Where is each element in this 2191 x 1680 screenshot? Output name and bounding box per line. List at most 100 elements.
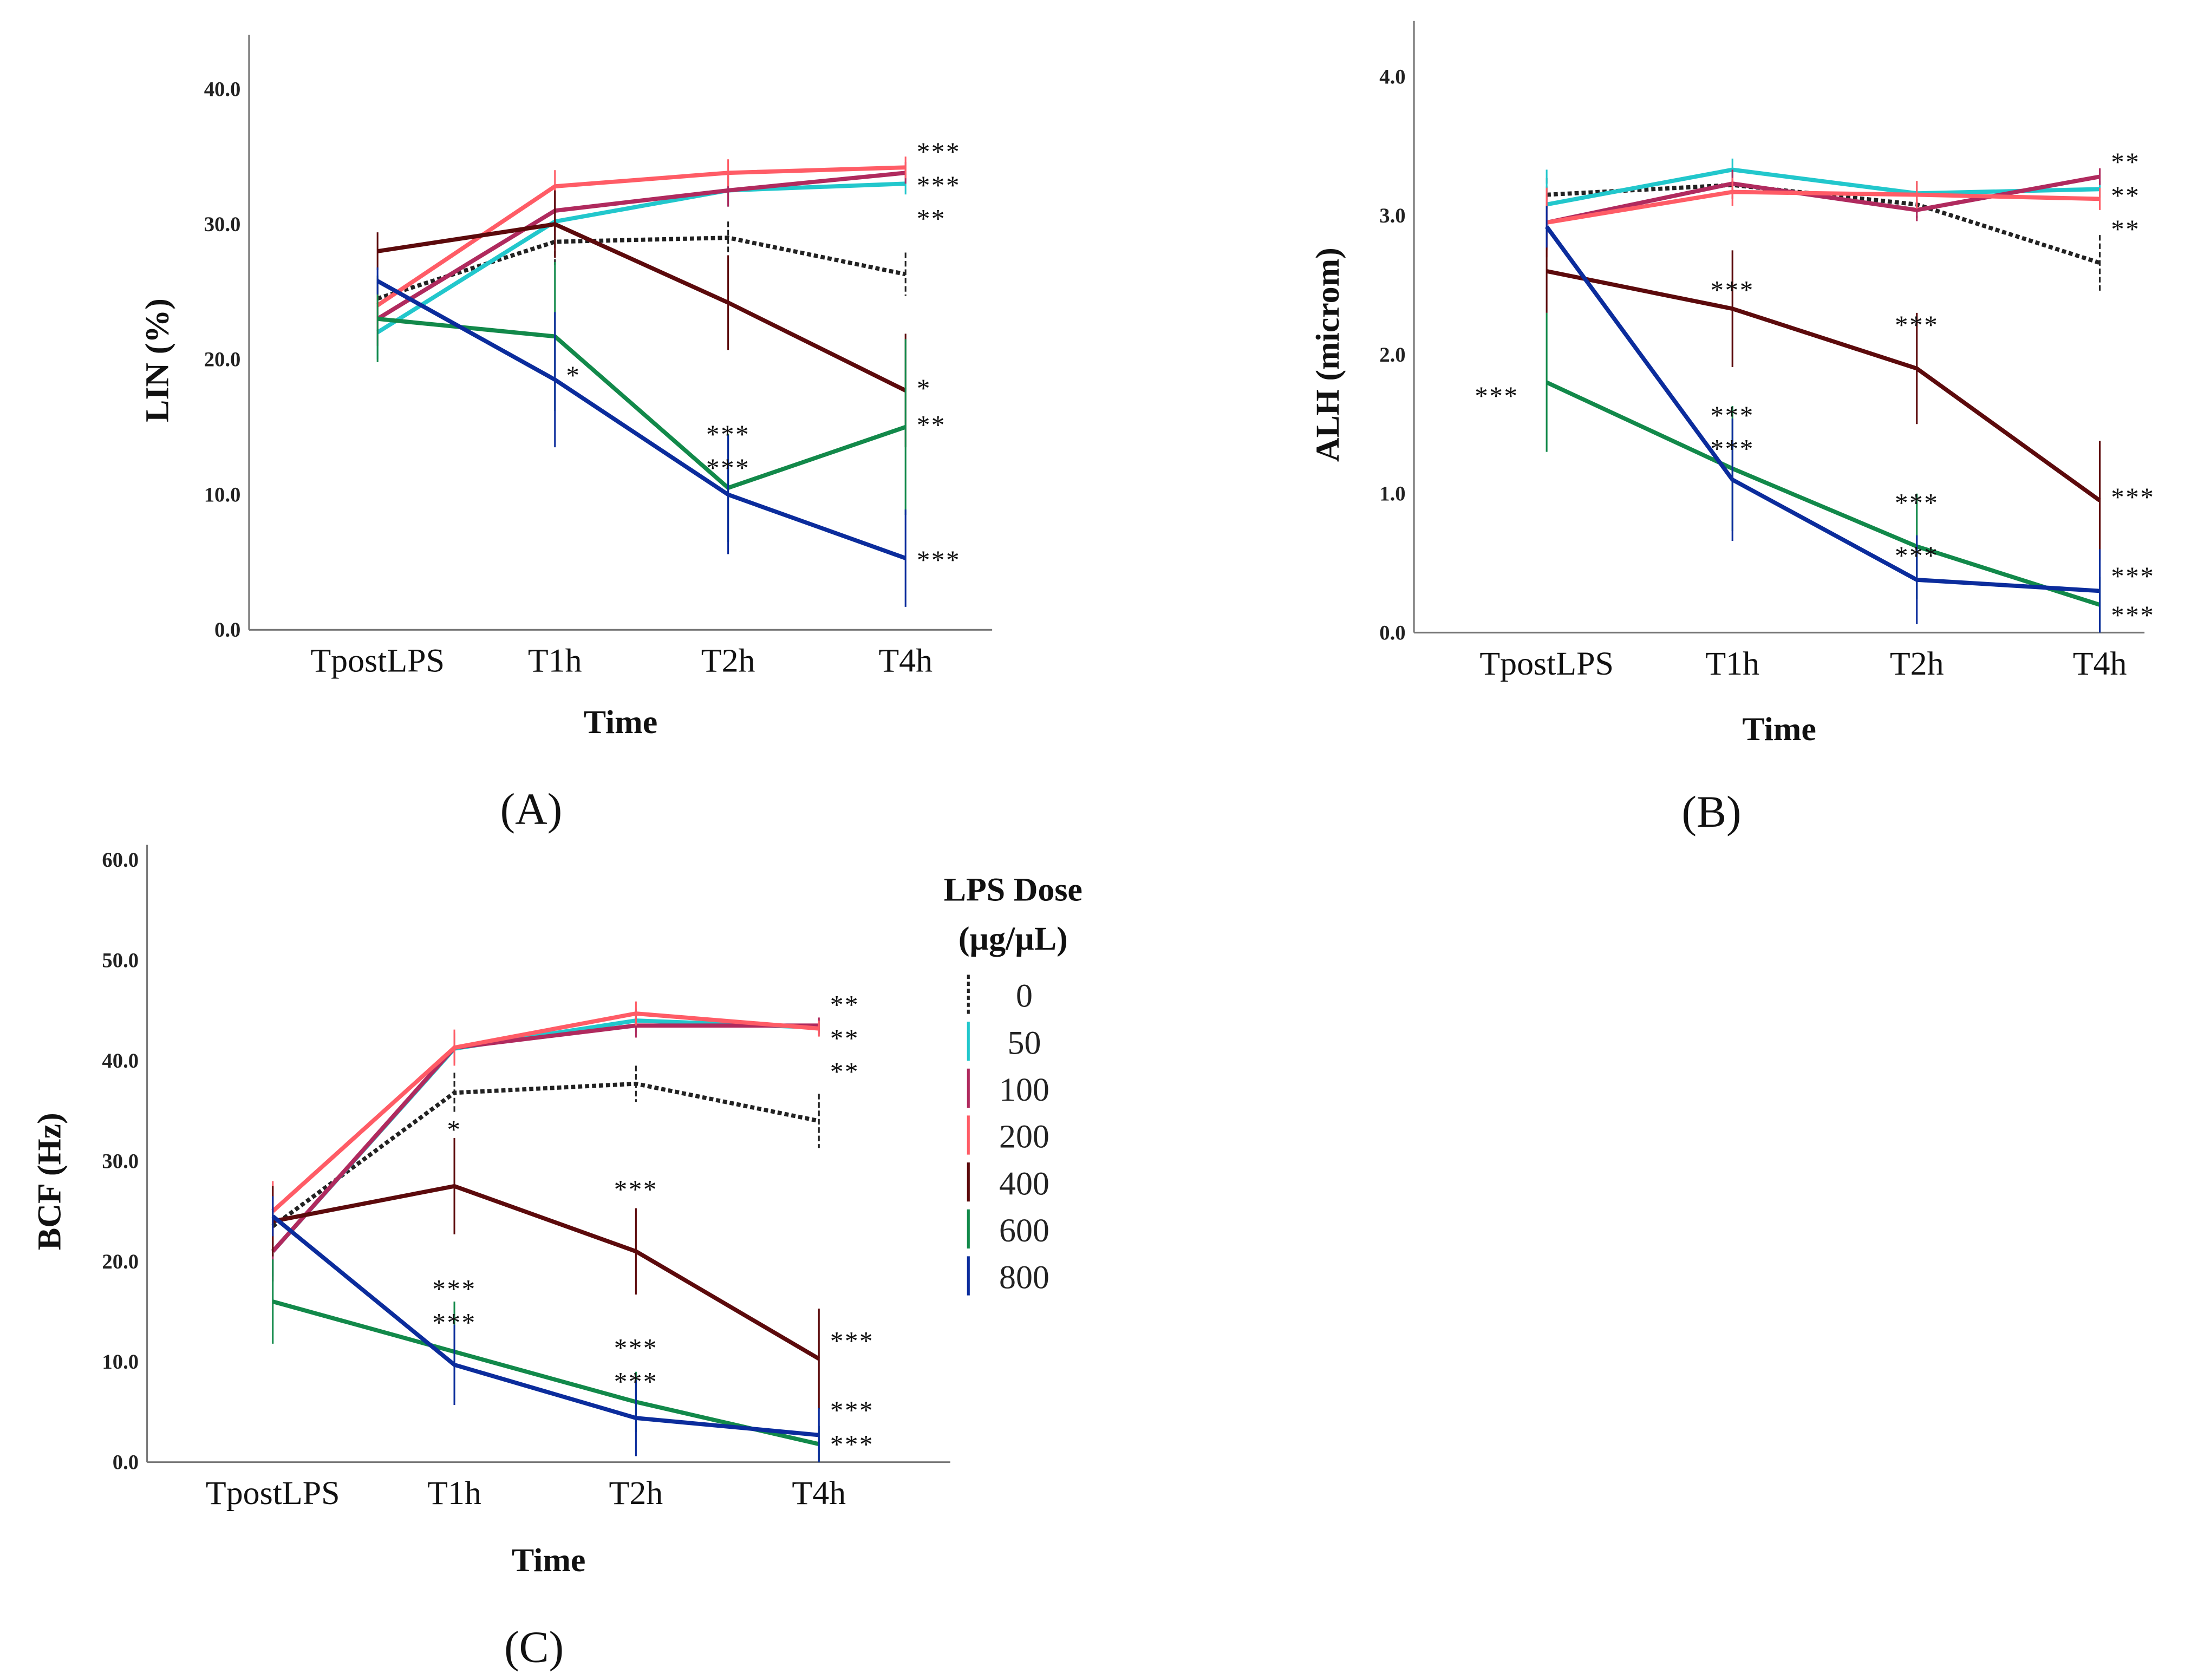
series-line-800: [376, 279, 907, 560]
significance-annotation: ***: [1895, 310, 1939, 340]
significance-annotation: ***: [706, 419, 750, 449]
y-tick-label: 60.0: [102, 849, 139, 872]
series-line-200: [271, 1011, 819, 1213]
significance-annotation: ***: [1895, 488, 1939, 518]
legend-item-600: 600: [999, 1212, 1049, 1249]
series-line-100: [376, 171, 906, 321]
series-line-400: [1546, 269, 2101, 502]
y-axis-title: ALH (microm): [1309, 247, 1346, 462]
significance-annotation: ***: [1711, 275, 1755, 305]
y-tick-label: 2.0: [1379, 344, 1405, 367]
significance-annotation: ***: [2111, 600, 2155, 630]
x-axis-title: Time: [512, 1542, 585, 1579]
series-line-100: [1546, 174, 2101, 225]
significance-annotation: *: [566, 360, 581, 390]
series-line-50: [1546, 167, 2100, 207]
y-tick-label: 20.0: [102, 1251, 139, 1273]
y-tick-label: 40.0: [102, 1050, 139, 1073]
series-line-400: [377, 222, 907, 393]
significance-annotation: **: [830, 1057, 859, 1087]
significance-annotation: ***: [614, 1174, 658, 1204]
significance-annotation: **: [917, 204, 946, 233]
series-line-800: [271, 1214, 819, 1437]
panel-label: (A): [500, 784, 563, 834]
significance-annotation: **: [2111, 214, 2140, 244]
y-tick-label: 30.0: [204, 213, 241, 236]
x-tick-label: T2h: [1890, 645, 1944, 682]
series-200: [376, 156, 907, 332]
y-axis-title: BCF (Hz): [31, 1113, 68, 1250]
x-tick-label: T2h: [609, 1475, 663, 1512]
legend: LPS Dose (µg/µL) 0 50 100 200 400 600 800: [944, 872, 1083, 1296]
x-tick-label: T2h: [701, 643, 755, 679]
y-tick-label: 10.0: [102, 1351, 139, 1374]
legend-item-400: 400: [999, 1165, 1049, 1202]
series-line-0: [1546, 182, 2101, 265]
series-line-0: [271, 1081, 820, 1228]
significance-annotation: *: [917, 373, 931, 403]
y-axis-title: LIN (%): [139, 298, 175, 422]
significance-annotation: ***: [432, 1274, 476, 1304]
legend-item-800: 800: [999, 1259, 1049, 1296]
significance-annotation: ***: [706, 453, 750, 482]
significance-annotation: ***: [1711, 434, 1755, 463]
x-axis-title: Time: [1742, 711, 1816, 748]
legend-item-0: 0: [1016, 978, 1033, 1015]
series-600: [272, 1259, 820, 1462]
panel-label: (C): [504, 1622, 564, 1671]
significance-annotation: ***: [830, 1429, 874, 1459]
y-tick-label: 30.0: [102, 1150, 139, 1173]
significance-annotation: **: [917, 410, 946, 440]
significance-annotation: **: [2111, 147, 2140, 177]
x-axis-title: Time: [584, 704, 657, 741]
series-line-800: [1545, 225, 2100, 593]
chart-b-alh: 0.0 1.0 2.0 3.0 4.0 TpostLPS T1h T2h T4h Time ALH …: [1309, 21, 2155, 836]
y-tick-label: 1.0: [1379, 483, 1405, 506]
x-tick-label: T1h: [427, 1475, 481, 1512]
x-tick-label: T4h: [792, 1475, 846, 1512]
series-400: [376, 190, 907, 448]
series-line-200: [376, 165, 906, 308]
y-tick-label: 50.0: [102, 950, 139, 972]
significance-annotation: ***: [2111, 561, 2155, 591]
significance-annotation: ***: [1711, 400, 1755, 430]
series-800: [376, 267, 907, 607]
series-100: [271, 1013, 820, 1282]
x-tick-label: TpostLPS: [206, 1475, 340, 1512]
significance-annotation: ***: [917, 136, 961, 166]
series-800: [1545, 206, 2101, 633]
series-line-200: [1546, 189, 2100, 225]
legend-item-100: 100: [999, 1071, 1049, 1108]
y-tick-label: 40.0: [204, 78, 241, 101]
significance-annotation: **: [2111, 180, 2140, 210]
significance-annotation: ***: [830, 1326, 874, 1356]
legend-title: LPS Dose: [944, 872, 1083, 908]
y-tick-label: 3.0: [1379, 205, 1405, 227]
series-600: [376, 262, 907, 542]
significance-annotation: **: [830, 1023, 859, 1053]
significance-annotation: ***: [917, 170, 961, 200]
legend-subtitle: (µg/µL): [958, 920, 1068, 957]
significance-annotation: *: [447, 1114, 462, 1144]
y-tick-label: 0.0: [1379, 622, 1405, 644]
series-800: [271, 1196, 820, 1462]
x-tick-label: T1h: [1705, 645, 1759, 682]
series-400: [1546, 229, 2101, 560]
series-line-100: [271, 1023, 819, 1253]
x-tick-label: T1h: [528, 643, 582, 679]
y-tick-label: 0.0: [214, 619, 240, 642]
significance-annotation: ***: [917, 545, 961, 575]
series-line-400: [272, 1184, 820, 1361]
y-tick-label: 0.0: [113, 1452, 139, 1474]
panel-label: (B): [1682, 787, 1742, 836]
significance-annotation: ***: [614, 1333, 658, 1363]
significance-annotation: ***: [2111, 482, 2155, 512]
x-tick-label: T4h: [2073, 645, 2127, 682]
x-tick-label: TpostLPS: [1479, 645, 1614, 682]
significance-annotation: ***: [1895, 541, 1939, 571]
series-line-600: [377, 317, 907, 491]
x-tick-label: T4h: [878, 643, 933, 679]
series-50: [271, 1008, 820, 1277]
significance-annotation: ***: [830, 1395, 874, 1425]
